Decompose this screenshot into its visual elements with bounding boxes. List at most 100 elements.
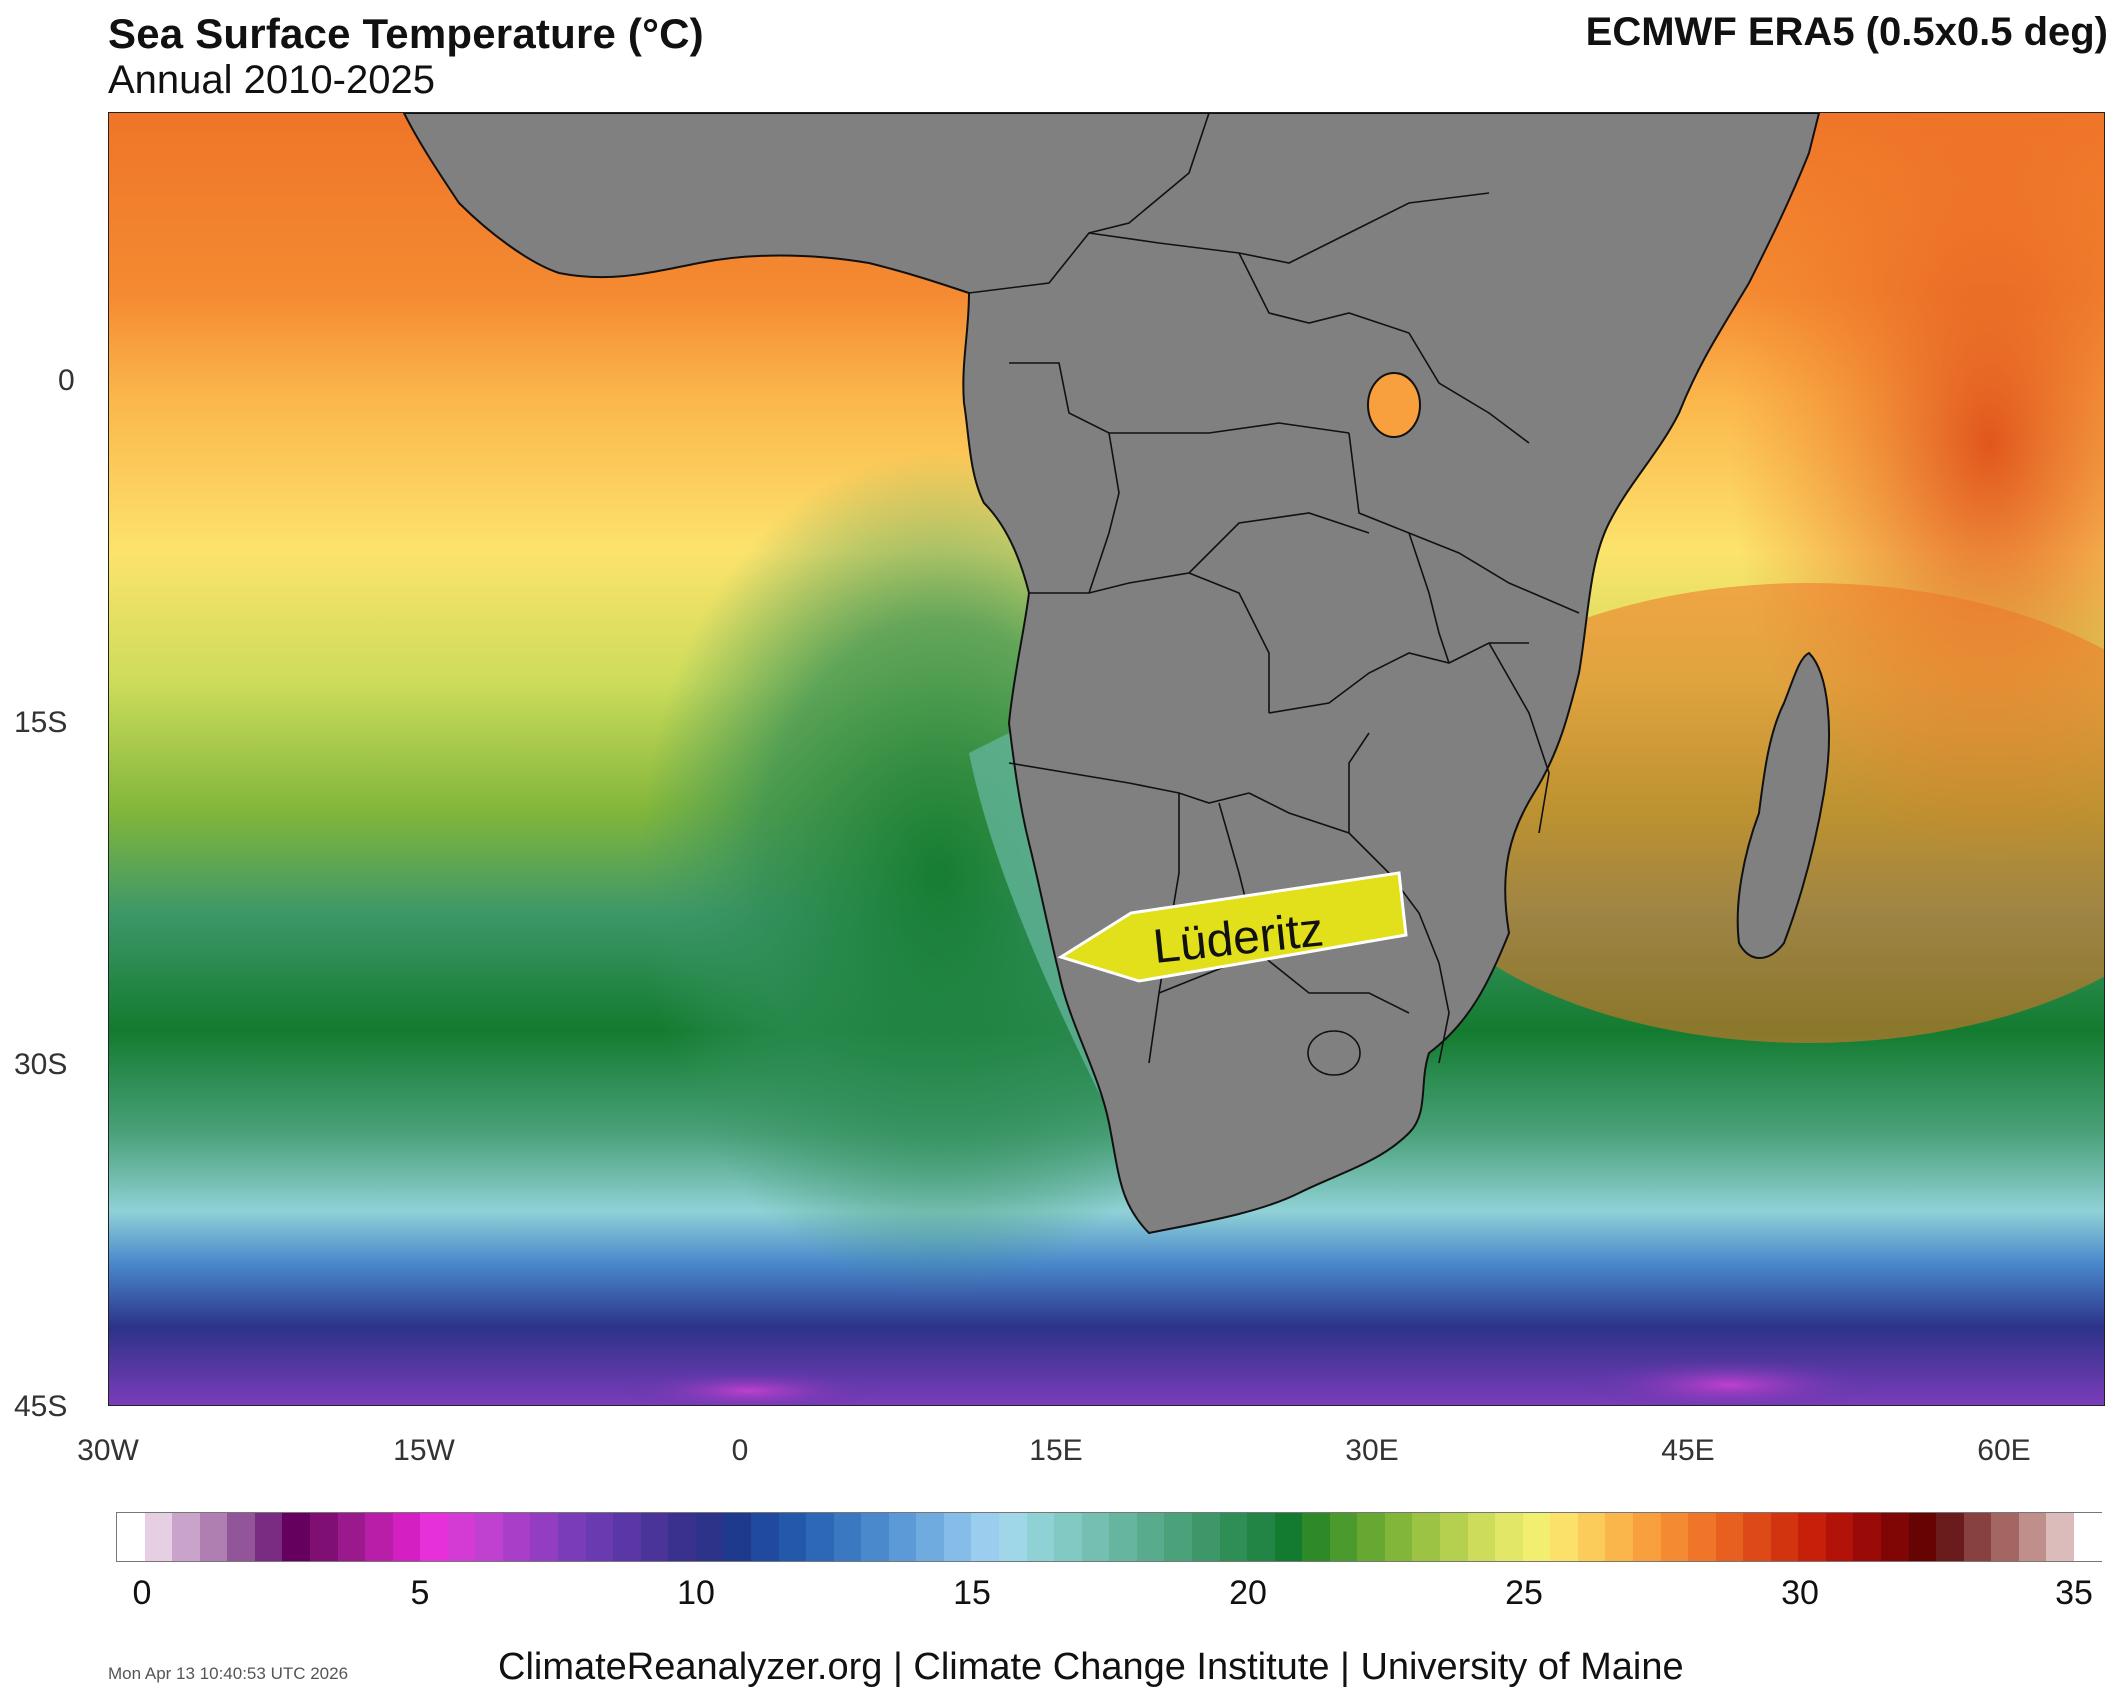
- colorbar-swatch: [1164, 1513, 1192, 1561]
- colorbar-swatch: [1329, 1513, 1358, 1561]
- colorbar-swatch: [1247, 1513, 1275, 1561]
- colorbar-swatch: [1605, 1513, 1633, 1561]
- colorbar-swatch: [1467, 1513, 1496, 1561]
- colorbar-tick-label: 30: [1781, 1574, 1819, 1612]
- country-borders: [968, 113, 1580, 1076]
- colorbar-swatch: [1522, 1513, 1551, 1561]
- colorbar-swatch: [447, 1513, 476, 1561]
- madagascar-landmass: [1736, 651, 1830, 959]
- colorbar-swatch: [613, 1513, 641, 1561]
- colorbar-swatch: [1825, 1513, 1854, 1561]
- colorbar-tick-label: 25: [1505, 1574, 1543, 1612]
- colorbar-swatch: [668, 1513, 696, 1561]
- lat-label: 30S: [14, 1048, 68, 1081]
- colorbar-swatch: [1274, 1513, 1303, 1561]
- colorbar-swatch: [1412, 1513, 1440, 1561]
- temperature-colorbar: [116, 1512, 2102, 1562]
- colorbar-swatch: [2073, 1513, 2102, 1561]
- credit-line: ClimateReanalyzer.org | Climate Change I…: [498, 1646, 1684, 1688]
- colorbar-swatch: [1191, 1513, 1220, 1561]
- colorbar-tick-label: 0: [132, 1574, 152, 1612]
- colorbar-swatch: [337, 1513, 366, 1561]
- colorbar-swatch: [1853, 1513, 1881, 1561]
- colorbar-swatch: [1384, 1513, 1413, 1561]
- colorbar-swatch: [282, 1513, 310, 1561]
- colorbar-swatch: [1936, 1513, 1964, 1561]
- colorbar-tick-label: 35: [2055, 1574, 2093, 1612]
- colorbar-swatch: [475, 1513, 503, 1561]
- colorbar-swatch: [723, 1513, 751, 1561]
- colorbar-swatch: [1881, 1513, 1909, 1561]
- lon-label: 45E: [1661, 1434, 1715, 1467]
- colorbar-swatch: [585, 1513, 614, 1561]
- colorbar-swatch: [502, 1513, 531, 1561]
- map-subtitle: Annual 2010-2025: [108, 58, 435, 102]
- timestamp: Mon Apr 13 10:40:53 UTC 2026: [108, 1664, 349, 1683]
- lon-label: 15E: [1029, 1434, 1083, 1467]
- colorbar-swatch: [1026, 1513, 1055, 1561]
- lat-label: 0: [58, 364, 75, 397]
- lon-label: 0: [731, 1434, 749, 1467]
- colorbar-swatch: [1908, 1513, 1937, 1561]
- colorbar-swatch: [1109, 1513, 1137, 1561]
- colorbar-swatch: [1081, 1513, 1110, 1561]
- colorbar-swatch: [1963, 1513, 1992, 1561]
- colorbar-swatch: [1660, 1513, 1689, 1561]
- africa-landmass: [402, 113, 1821, 1235]
- colorbar-swatch: [117, 1513, 145, 1561]
- colorbar-swatch: [254, 1513, 283, 1561]
- colorbar-swatch: [916, 1513, 944, 1561]
- colorbar-swatch: [806, 1513, 834, 1561]
- colorbar-swatch: [1577, 1513, 1606, 1561]
- colorbar-tick-label: 15: [953, 1574, 991, 1612]
- colorbar-tick-label: 20: [1229, 1574, 1267, 1612]
- colorbar-swatch: [1219, 1513, 1248, 1561]
- lat-label: 45S: [14, 1390, 68, 1423]
- colorbar-swatch: [530, 1513, 558, 1561]
- colorbar-swatch: [1302, 1513, 1330, 1561]
- colorbar-tick-label: 5: [410, 1574, 430, 1612]
- colorbar-swatch: [227, 1513, 255, 1561]
- lon-label: 30E: [1345, 1434, 1399, 1467]
- lon-label: 30W: [77, 1434, 139, 1467]
- colorbar-swatch: [1136, 1513, 1165, 1561]
- colorbar-swatch: [2046, 1513, 2074, 1561]
- colorbar-swatch: [309, 1513, 338, 1561]
- colorbar-swatch: [365, 1513, 393, 1561]
- colorbar-swatch: [750, 1513, 779, 1561]
- colorbar-swatch: [1688, 1513, 1716, 1561]
- colorbar-swatch: [392, 1513, 421, 1561]
- colorbar-swatch: [1991, 1513, 2019, 1561]
- colorbar-swatch: [1495, 1513, 1523, 1561]
- data-source-label: ECMWF ERA5 (0.5x0.5 deg): [1585, 10, 2108, 54]
- colorbar-swatch: [695, 1513, 724, 1561]
- colorbar-swatch: [1550, 1513, 1578, 1561]
- lon-label: 60E: [1977, 1434, 2031, 1467]
- colorbar-swatch: [1770, 1513, 1799, 1561]
- colorbar-swatch: [1743, 1513, 1771, 1561]
- lon-label: 15W: [393, 1434, 455, 1467]
- colorbar-swatch: [558, 1513, 586, 1561]
- colorbar-swatch: [1357, 1513, 1385, 1561]
- colorbar-swatch: [1054, 1513, 1082, 1561]
- colorbar-swatch: [888, 1513, 917, 1561]
- colorbar-swatch: [999, 1513, 1027, 1561]
- colorbar-swatch: [833, 1513, 862, 1561]
- colorbar-swatch: [199, 1513, 228, 1561]
- lake-victoria: [1367, 372, 1421, 438]
- colorbar-tick-label: 10: [677, 1574, 715, 1612]
- luderitz-arrow-label: [1057, 871, 1408, 983]
- colorbar-swatch: [1632, 1513, 1661, 1561]
- colorbar-swatch: [2018, 1513, 2047, 1561]
- colorbar-swatch: [640, 1513, 669, 1561]
- colorbar-swatch: [971, 1513, 999, 1561]
- map-title: Sea Surface Temperature (°C): [108, 10, 704, 57]
- colorbar-swatch: [778, 1513, 807, 1561]
- colorbar-swatch: [144, 1513, 173, 1561]
- colorbar-swatch: [1440, 1513, 1468, 1561]
- sst-map: Lüderitz: [108, 112, 2105, 1406]
- sst-map-canvas: Lüderitz: [109, 113, 2104, 1405]
- colorbar-swatch: [1798, 1513, 1826, 1561]
- cold-patch: [1579, 1357, 1879, 1405]
- colorbar-swatch: [420, 1513, 448, 1561]
